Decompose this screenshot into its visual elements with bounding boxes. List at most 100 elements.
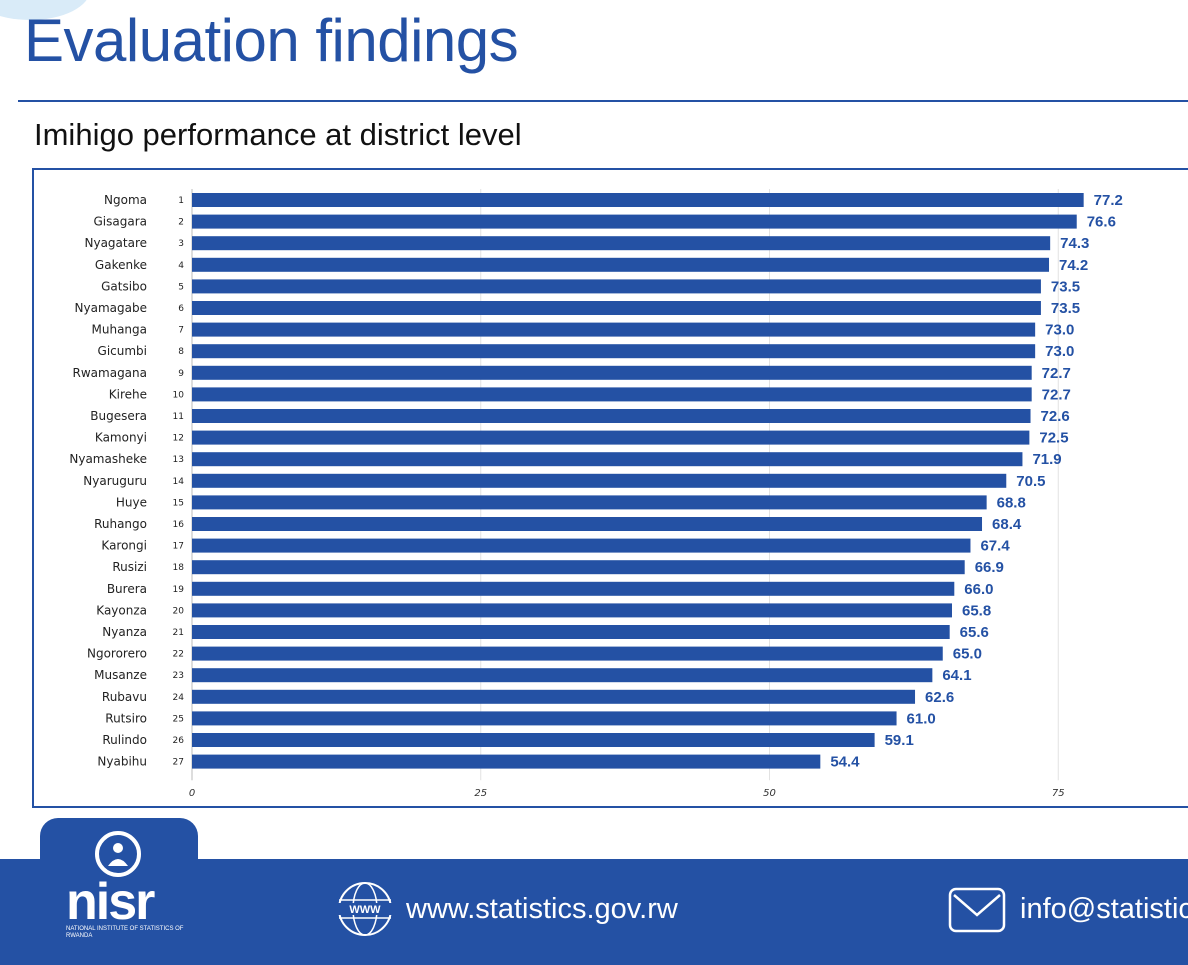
rank-label: 24 <box>173 693 185 703</box>
value-label: 68.4 <box>992 516 1022 533</box>
value-label: 71.9 <box>1032 451 1061 468</box>
district-name-label: Musanze <box>94 668 147 682</box>
district-name-label: Nyaruguru <box>83 474 147 488</box>
value-label: 65.6 <box>960 624 989 641</box>
value-label: 65.8 <box>962 602 991 619</box>
value-label: 72.6 <box>1041 408 1070 425</box>
value-label: 77.2 <box>1094 192 1123 209</box>
logo-subtext: National Institute of Statistics of Rwan… <box>66 926 184 939</box>
bar <box>192 538 971 553</box>
chart-frame: 0 25 50 75 Ngoma 1 77.2 Gisagara 2 76.6 Nyagatare 3… <box>32 168 1188 808</box>
rank-label: 25 <box>173 714 184 724</box>
value-label: 62.6 <box>925 689 954 706</box>
globe-icon: WWW <box>338 882 392 936</box>
email-link[interactable]: info@statistic <box>1020 893 1188 925</box>
value-label: 72.7 <box>1042 365 1071 382</box>
rank-label: 23 <box>173 671 184 681</box>
district-name-label: Bugesera <box>90 409 147 423</box>
value-label: 66.9 <box>975 559 1004 576</box>
bar <box>192 581 955 596</box>
bar <box>192 711 897 726</box>
district-name-label: Gisagara <box>94 215 148 229</box>
bar <box>192 452 1023 467</box>
chart-subtitle: Imihigo performance at district level <box>34 117 522 152</box>
district-name-label: Rulindo <box>102 733 147 747</box>
value-label: 59.1 <box>885 732 914 749</box>
value-label: 73.0 <box>1045 343 1074 360</box>
value-label: 74.2 <box>1059 257 1088 274</box>
mail-icon <box>948 887 1006 933</box>
rank-label: 1 <box>178 196 184 206</box>
rank-label: 21 <box>173 628 184 638</box>
bar <box>192 689 916 704</box>
bar <box>192 257 1050 272</box>
nisr-emblem-icon <box>95 831 141 877</box>
bar <box>192 322 1036 337</box>
district-name-label: Kirehe <box>109 387 147 401</box>
bar <box>192 473 1007 488</box>
rank-label: 5 <box>178 282 184 292</box>
rank-label: 14 <box>173 477 185 487</box>
x-tick-label: 0 <box>189 788 195 799</box>
bar <box>192 668 933 683</box>
bar <box>192 344 1036 359</box>
rank-label: 16 <box>173 520 185 530</box>
rank-label: 10 <box>173 390 185 400</box>
bar <box>192 517 983 531</box>
district-name-label: Burera <box>107 582 147 596</box>
value-label: 76.6 <box>1087 214 1116 231</box>
value-label: 73.5 <box>1051 278 1080 295</box>
district-name-label: Ngoma <box>104 193 147 207</box>
bar <box>192 603 952 618</box>
rank-label: 27 <box>173 758 184 768</box>
rank-label: 22 <box>173 650 184 660</box>
rank-label: 26 <box>173 736 185 746</box>
footer-bar <box>0 859 1188 965</box>
value-label: 72.7 <box>1042 386 1071 403</box>
value-label: 54.4 <box>830 754 860 771</box>
value-label: 66.0 <box>964 581 993 598</box>
value-label: 65.0 <box>953 646 982 663</box>
value-label: 72.5 <box>1039 430 1068 447</box>
rank-label: 11 <box>173 412 184 422</box>
bar <box>192 214 1077 229</box>
rank-label: 15 <box>173 498 184 508</box>
bar <box>192 409 1031 423</box>
rank-label: 8 <box>178 347 184 357</box>
rank-label: 19 <box>173 585 185 595</box>
district-name-label: Nyanza <box>102 625 147 639</box>
bar <box>192 754 821 769</box>
rank-label: 18 <box>173 563 185 573</box>
bar <box>192 625 950 639</box>
x-tick-label: 50 <box>763 788 776 799</box>
district-name-label: Gakenke <box>95 258 147 272</box>
district-name-label: Karongi <box>101 539 147 553</box>
logo-tab <box>40 818 198 965</box>
district-name-label: Rutsiro <box>105 711 147 725</box>
value-label: 68.8 <box>997 494 1026 511</box>
bar <box>192 495 987 510</box>
district-name-label: Kamonyi <box>95 431 147 445</box>
district-name-label: Muhanga <box>92 323 148 337</box>
page-title: Evaluation findings <box>24 7 519 74</box>
globe-icon-text: WWW <box>349 904 381 916</box>
value-label: 74.3 <box>1060 235 1089 252</box>
district-name-label: Gatsibo <box>101 279 147 293</box>
bar <box>192 646 943 661</box>
district-name-label: Nyamasheke <box>69 452 147 466</box>
district-name-label: Nyabihu <box>97 755 147 769</box>
bar <box>192 236 1051 251</box>
value-label: 73.0 <box>1045 322 1074 339</box>
website-link[interactable]: www.statistics.gov.rw <box>406 893 678 925</box>
district-name-label: Rwamagana <box>73 366 147 380</box>
rank-label: 9 <box>178 369 184 379</box>
rank-label: 12 <box>173 434 184 444</box>
rank-label: 2 <box>178 218 184 228</box>
bar <box>192 387 1032 402</box>
district-name-label: Gicumbi <box>98 344 147 358</box>
rank-label: 17 <box>173 542 184 552</box>
value-label: 73.5 <box>1051 300 1080 317</box>
rank-label: 3 <box>178 239 184 249</box>
value-label: 61.0 <box>907 710 936 727</box>
